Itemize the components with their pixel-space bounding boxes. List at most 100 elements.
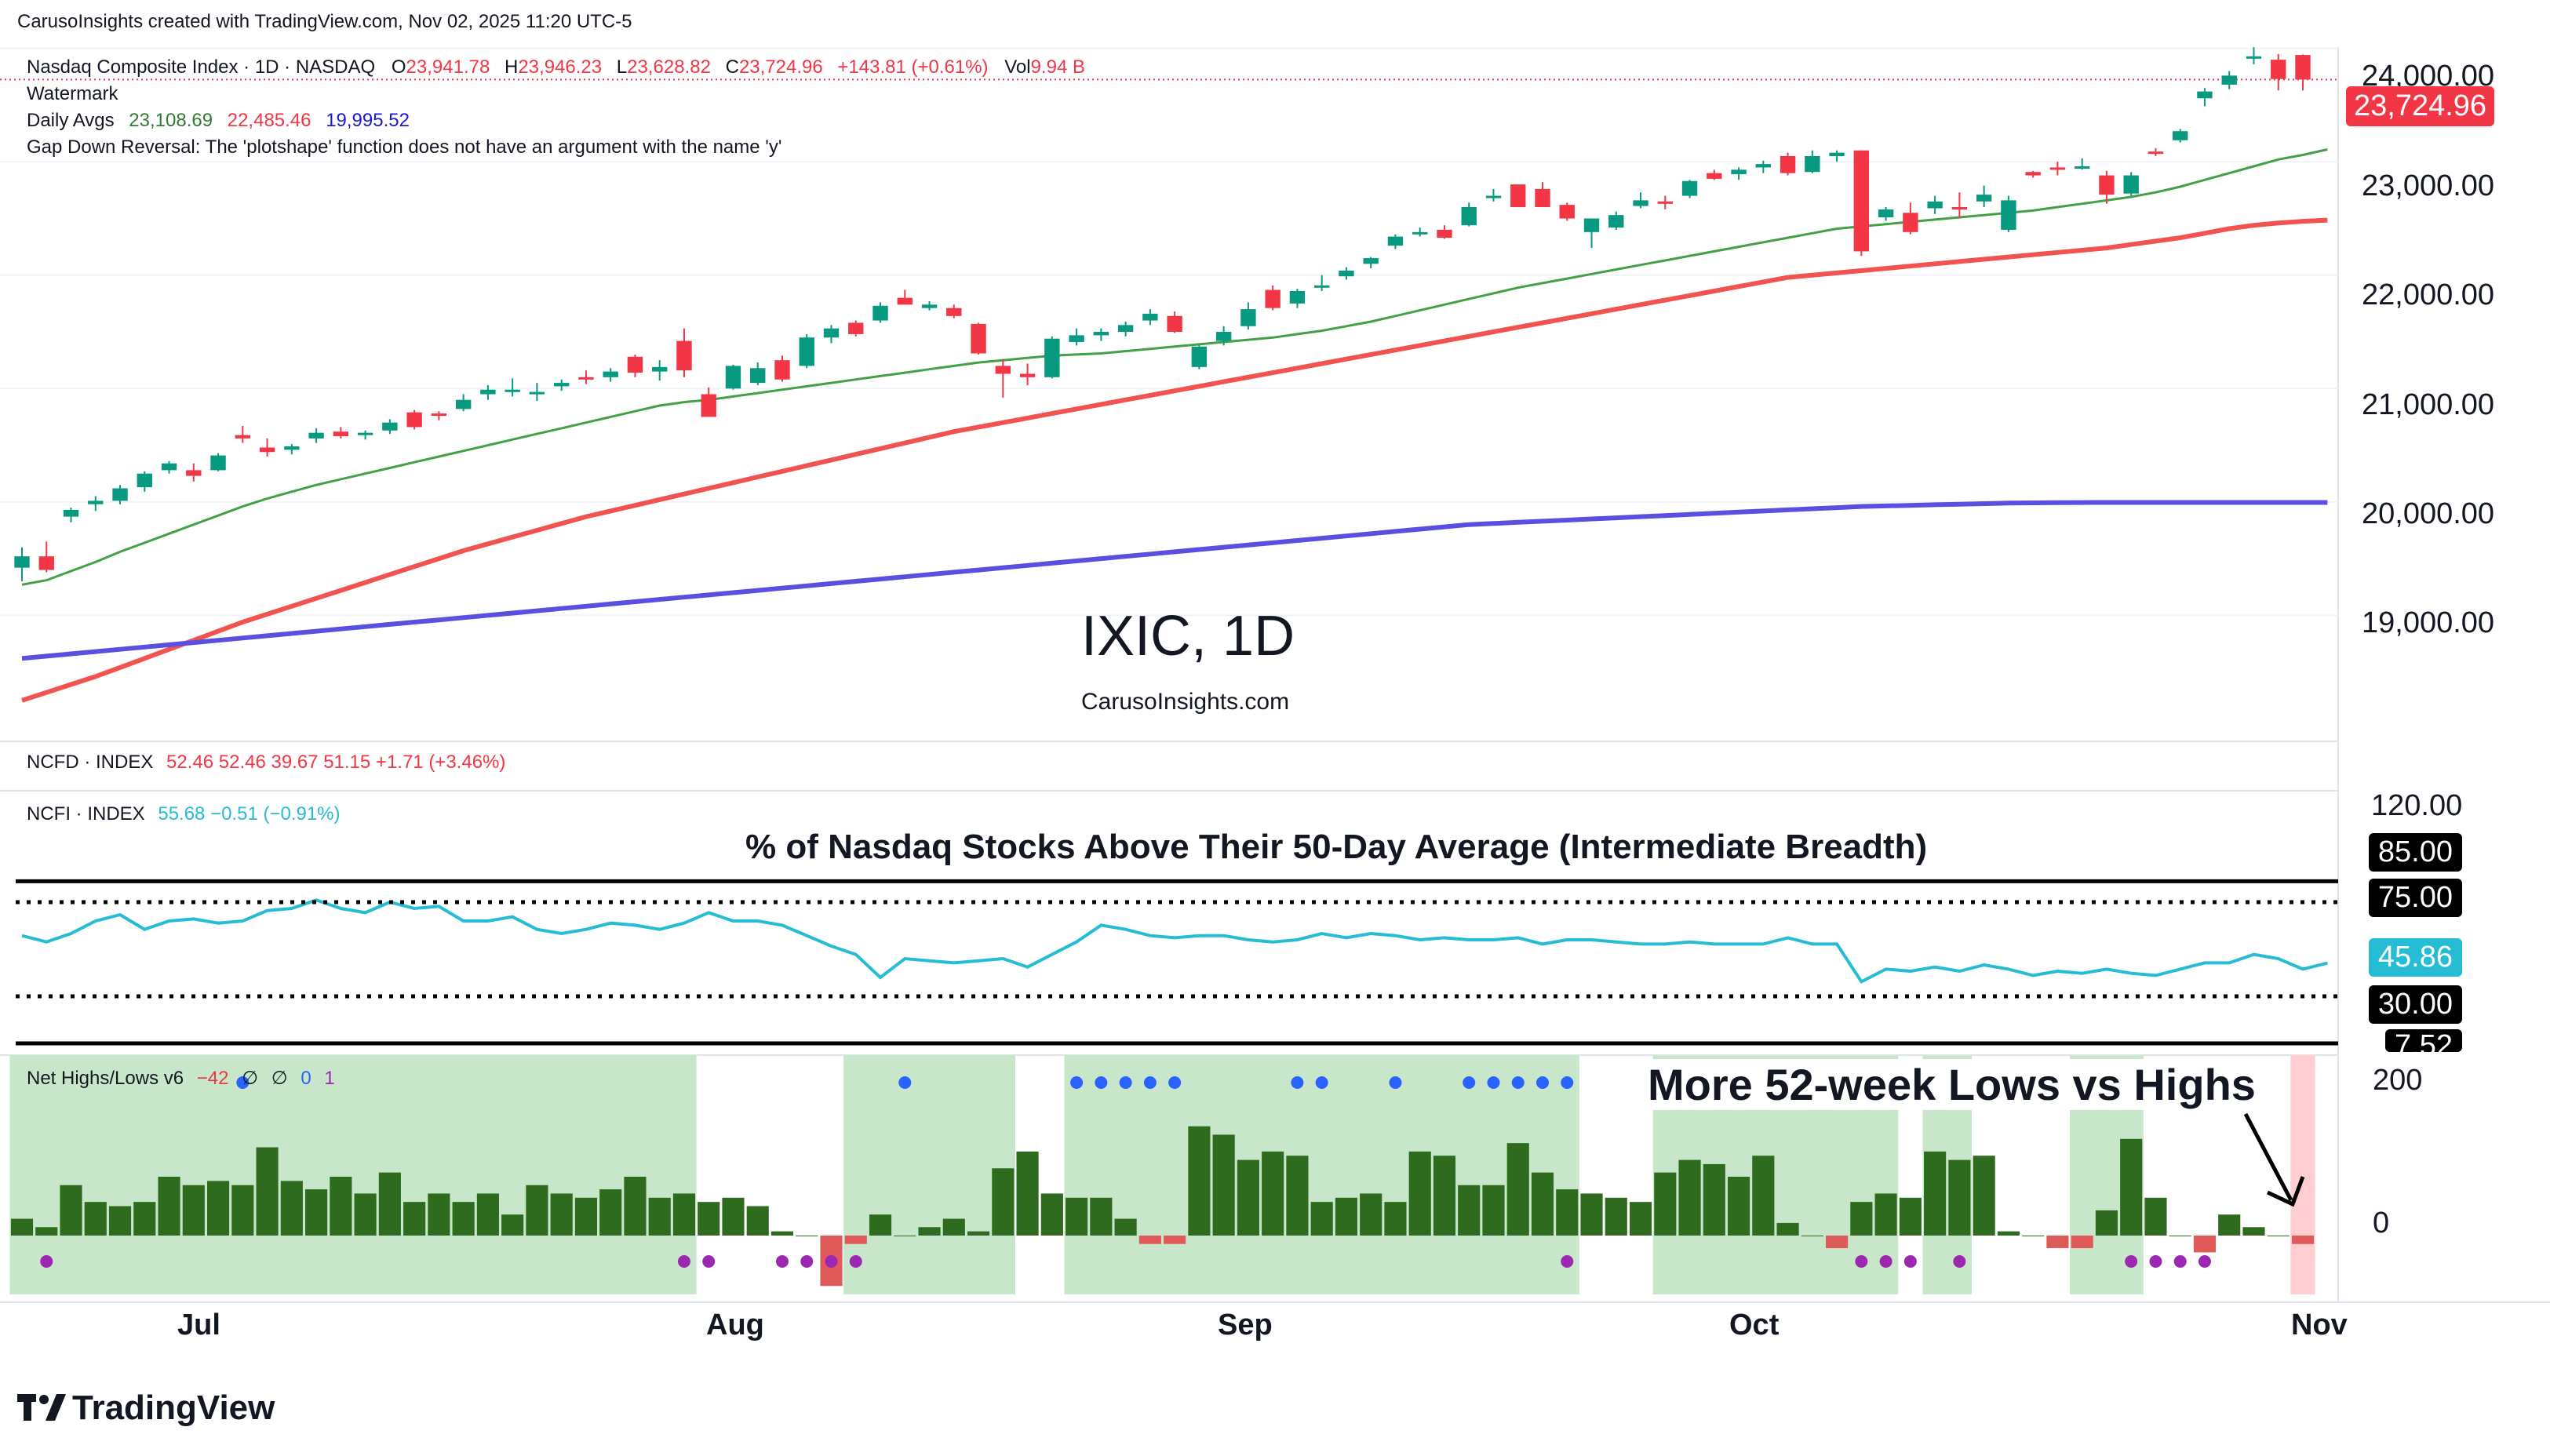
net-hl-bar	[1874, 1193, 1897, 1236]
high-value: 23,946.23	[518, 56, 603, 78]
net-hl-bar	[1237, 1159, 1259, 1236]
net-hl-bar	[1262, 1151, 1284, 1236]
candle-body	[2147, 151, 2164, 155]
vol-label: Vol	[1004, 56, 1031, 78]
net-hl-bar	[1433, 1156, 1456, 1236]
net-hl-bar	[648, 1197, 671, 1236]
candle-body	[1289, 290, 1306, 304]
net-hl-bar	[1335, 1197, 1358, 1236]
netlow-legend[interactable]: Net Highs/Lows v6 −42 ∅ ∅ 0 1	[27, 1067, 343, 1090]
netlow-value-1: −42	[196, 1068, 229, 1089]
netlow-value-5: 1	[324, 1068, 335, 1089]
breadth-ref-85: 85.00	[2368, 833, 2462, 872]
candle-body	[750, 368, 766, 384]
price-grid	[0, 47, 2338, 617]
net-hl-bar	[60, 1185, 82, 1236]
price-axis-label: 21,000.00	[2362, 388, 2495, 421]
breadth-reference-lines	[16, 879, 2338, 1046]
breadth-ref-7: 7.52	[2385, 1029, 2462, 1052]
high-label: H	[504, 56, 519, 78]
new-high-marker	[1389, 1076, 1402, 1089]
candle-body	[1657, 201, 1673, 204]
net-hl-bar	[698, 1202, 720, 1236]
candle-body	[1412, 231, 1428, 235]
breadth-series-line	[21, 898, 2328, 985]
candle-body	[455, 399, 472, 410]
candle-body	[1117, 325, 1134, 333]
candle-body	[1093, 332, 1109, 336]
symbol-name: Nasdaq Composite Index · 1D · NASDAQ	[27, 56, 376, 78]
new-low-marker	[1879, 1255, 1892, 1268]
shade-positive	[843, 1055, 1015, 1294]
candle-body	[578, 377, 594, 380]
net-hl-bar	[1973, 1156, 1995, 1236]
candle-body	[161, 463, 177, 471]
net-hl-bar	[550, 1193, 573, 1236]
ncfd-values: 52.46 52.46 39.67 51.15 +1.71 (+3.46%)	[166, 752, 506, 773]
open-label: O	[391, 56, 406, 78]
candle-body	[1363, 258, 1379, 264]
net-hl-bar	[1605, 1197, 1627, 1236]
net-hl-bar	[10, 1218, 34, 1236]
candle-body	[1510, 184, 1526, 208]
daily-avgs-legend[interactable]: Daily Avgs 23,108.69 22,485.46 19,995.52	[27, 110, 410, 132]
candle-body	[112, 488, 128, 501]
candle-body	[210, 455, 226, 471]
watermark-subtitle: CarusoInsights.com	[1081, 689, 1290, 715]
net-hl-bar	[1826, 1236, 1849, 1249]
candle-body	[1044, 338, 1060, 377]
ncfi-legend[interactable]: NCFI · INDEX 55.68 −0.51 (−0.91%)	[27, 803, 348, 825]
net-hl-bar	[942, 1218, 965, 1236]
net-hl-bar	[770, 1231, 794, 1236]
candle-body	[1069, 335, 1084, 343]
x-axis-label-sep: Sep	[1218, 1309, 1273, 1341]
candle-body	[1387, 236, 1404, 246]
candle-body	[1583, 218, 1600, 232]
new-low-marker	[1855, 1255, 1868, 1268]
net-hl-bar	[452, 1202, 475, 1236]
new-high-marker	[1143, 1076, 1157, 1089]
net-hl-bar	[1531, 1172, 1554, 1236]
watermark-indicator-label[interactable]: Watermark	[27, 83, 118, 104]
net-hl-bar	[2144, 1197, 2167, 1236]
net-hl-bar	[1850, 1202, 1873, 1236]
net-hl-bar	[2218, 1214, 2241, 1236]
candle-body	[1731, 169, 1747, 175]
new-high-marker	[1561, 1076, 1574, 1089]
candle-body	[1681, 180, 1698, 196]
candle-body	[2173, 131, 2188, 140]
new-high-marker	[1070, 1076, 1084, 1089]
annotation-arrowhead	[2266, 1176, 2305, 1207]
open-value: 23,941.78	[406, 56, 490, 78]
net-hl-bar	[84, 1202, 107, 1236]
price-axis-label: 23,000.00	[2362, 169, 2495, 202]
symbol-legend[interactable]: Nasdaq Composite Index · 1D · NASDAQ O23…	[27, 56, 1085, 78]
x-axis-label-jul: Jul	[177, 1309, 220, 1341]
brand-logo[interactable]: TradingView	[17, 1389, 275, 1428]
net-hl-bar	[501, 1214, 524, 1236]
candle-body	[333, 431, 349, 436]
candle-body	[1167, 315, 1182, 333]
candle-body	[799, 337, 814, 366]
candle-body	[2123, 175, 2139, 194]
net-hl-bar	[2095, 1210, 2118, 1236]
new-high-marker	[1291, 1076, 1304, 1089]
net-hl-bar	[1066, 1197, 1088, 1236]
new-high-marker	[898, 1076, 912, 1089]
new-low-marker	[825, 1255, 838, 1268]
net-hl-bar	[869, 1214, 892, 1236]
candle-body	[2001, 200, 2016, 230]
gap-error-message[interactable]: Gap Down Reversal: The 'plotshape' funct…	[27, 136, 782, 158]
candle-body	[701, 394, 716, 417]
new-low-marker	[2149, 1255, 2162, 1268]
low-label: L	[616, 56, 628, 78]
watermark-title: IXIC, 1D	[1081, 605, 1295, 668]
candle-body	[1853, 150, 1870, 252]
candle-body	[1142, 313, 1158, 321]
net-hl-bar	[624, 1177, 647, 1236]
new-low-marker	[1561, 1255, 1574, 1268]
ncfd-legend[interactable]: NCFD · INDEX 52.46 52.46 39.67 51.15 +1.…	[27, 752, 513, 774]
net-hl-bar	[2046, 1236, 2069, 1249]
net-hl-bar	[1776, 1222, 1799, 1236]
